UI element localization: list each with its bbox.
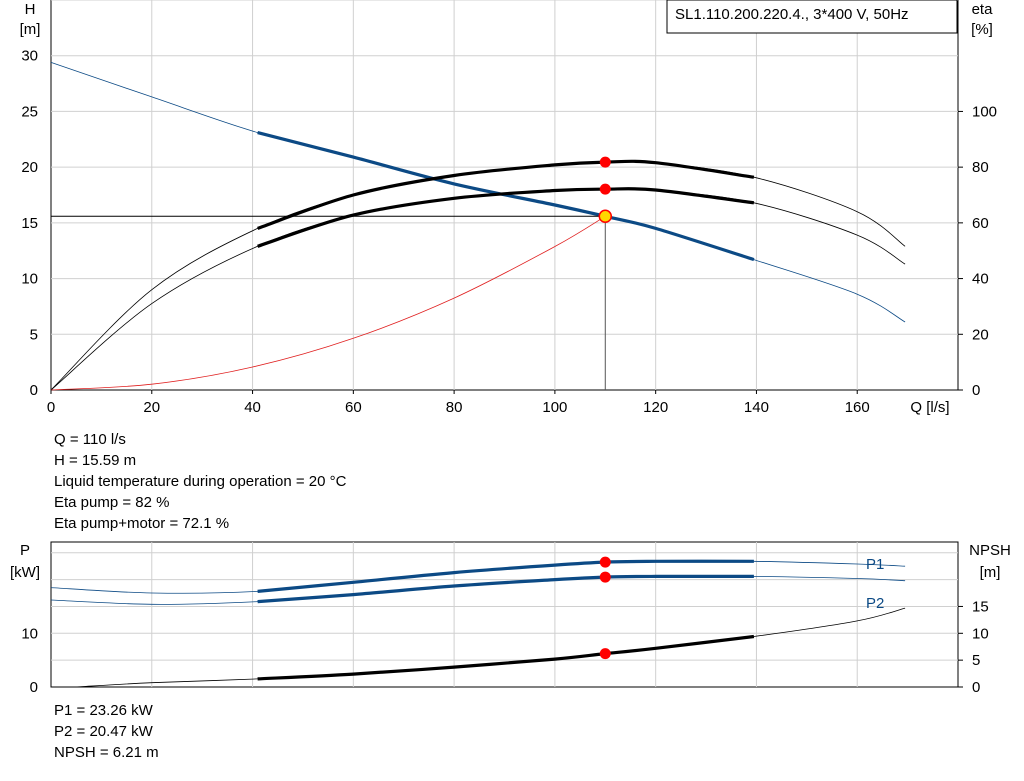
y-right-tick-label: 60 — [972, 215, 989, 232]
x-tick-label: 20 — [143, 399, 160, 416]
y-left-tick-label: 0 — [30, 382, 38, 399]
y-right-tick-label: 20 — [972, 326, 989, 343]
y-right-tick-label: 40 — [972, 271, 989, 288]
npsh-tick-label: 15 — [972, 598, 989, 615]
y-left-tick-label: 20 — [21, 159, 38, 176]
y-left-unit-bottom: [kW] — [10, 564, 40, 581]
curve-eta-pump-operating — [257, 159, 755, 230]
y-right-tick-label: 0 — [972, 382, 980, 399]
info-p2: P2 = 20.47 kW — [54, 723, 153, 740]
efficiency-marker — [599, 156, 611, 168]
x-tick-label: 80 — [446, 399, 463, 416]
x-tick-label: 100 — [542, 399, 567, 416]
y-left-tick-label: 15 — [21, 215, 38, 232]
curve-npsh-operating — [257, 634, 755, 681]
y-left-label-bottom: P — [20, 542, 30, 559]
power-chart-curves — [50, 556, 906, 688]
power-chart-grid — [50, 541, 959, 688]
y-right-tick-label: 100 — [972, 103, 997, 120]
y-right-unit-top: [%] — [971, 21, 993, 38]
y-right-label-bottom: NPSH — [969, 542, 1011, 559]
info-liquid-temperature: Liquid temperature during operation = 20… — [54, 473, 347, 490]
info-eta-pump: Eta pump = 82 % — [54, 494, 170, 511]
info-head: H = 15.59 m — [54, 452, 137, 469]
y-right-unit-bottom: [m] — [980, 564, 1001, 581]
y-left-tick-label: 10 — [21, 271, 38, 288]
axis-ticks: 0 20 40 60 80 100 120 140 1600510152025300204060… — [21, 48, 997, 696]
title-box — [666, 0, 958, 34]
curve-eta-pump-motor-operating — [257, 187, 755, 248]
npsh-tick-label: 0 — [972, 679, 980, 696]
power-marker — [599, 556, 611, 568]
x-tick-label: 140 — [744, 399, 769, 416]
x-axis-label: Q [l/s] — [910, 399, 949, 416]
p1-series-label: P1 — [866, 556, 884, 573]
p-tick-label: 0 — [30, 679, 38, 696]
npsh-tick-label: 5 — [972, 652, 980, 669]
chart-title: SL1.110.200.220.4., 3*400 V, 50Hz — [675, 6, 909, 23]
y-right-label-top: eta — [972, 1, 994, 18]
curve-h-operating — [257, 131, 755, 262]
x-tick-label: 160 — [845, 399, 870, 416]
duty-point-info: Q = 110 l/s H = 15.59 m Liquid temperatu… — [54, 429, 346, 534]
npsh-tick-label: 10 — [972, 625, 989, 642]
info-eta-pump-motor: Eta pump+motor = 72.1 % — [54, 515, 230, 532]
p2-series-label: P2 — [866, 595, 884, 612]
y-left-tick-label: 25 — [21, 103, 38, 120]
x-tick-label: 40 — [244, 399, 261, 416]
y-left-tick-label: 30 — [21, 48, 38, 65]
curve-system — [50, 215, 606, 391]
power-marker — [599, 648, 611, 660]
y-left-label-top: H — [25, 1, 36, 18]
main-chart-curves — [50, 62, 906, 391]
duty-point-marker — [598, 209, 613, 224]
y-left-tick-label: 5 — [30, 326, 38, 343]
info-p1: P1 = 23.26 kW — [54, 702, 153, 719]
y-left-unit-top: [m] — [20, 21, 41, 38]
info-npsh: NPSH = 6.21 m — [54, 744, 159, 761]
curve-p1-operating — [257, 559, 754, 593]
power-info: P1 = 23.26 kW P2 = 20.47 kW NPSH = 6.21 … — [54, 700, 159, 763]
plot-frame — [50, 541, 959, 688]
info-flow: Q = 110 l/s — [54, 431, 126, 448]
x-tick-label: 60 — [345, 399, 362, 416]
curve-p2-operating — [257, 574, 754, 604]
efficiency-marker — [599, 183, 611, 195]
x-tick-label: 120 — [643, 399, 668, 416]
y-right-tick-label: 80 — [972, 159, 989, 176]
p-tick-label: 10 — [21, 625, 38, 642]
x-tick-label: 0 — [47, 399, 55, 416]
power-marker — [599, 571, 611, 583]
